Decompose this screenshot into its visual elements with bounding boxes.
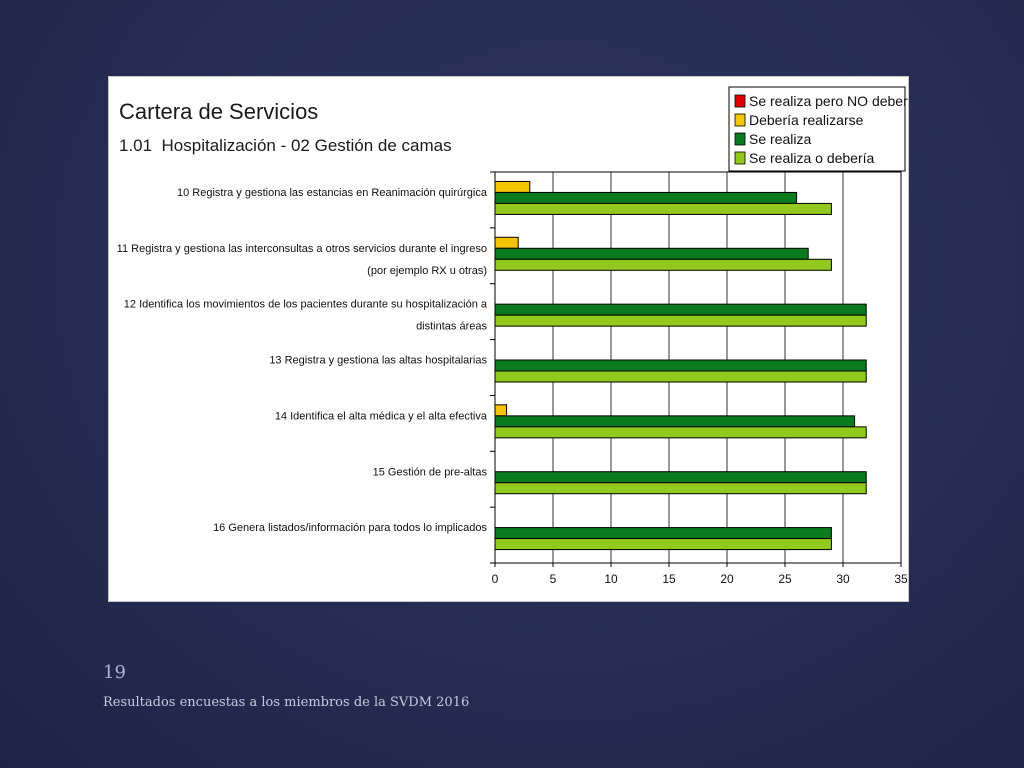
category-label: 10 Registra y gestiona las estancias en …: [177, 187, 488, 199]
bar: [494, 236, 519, 249]
legend-swatch: [734, 113, 746, 127]
bar: [494, 538, 832, 551]
bar: [494, 180, 531, 193]
bar: [494, 370, 867, 383]
legend-label: Debería realizarse: [749, 112, 864, 128]
category-label: 16 Genera listados/información para todo…: [213, 522, 487, 534]
bar: [494, 314, 867, 327]
bar: [494, 471, 867, 484]
bar: [494, 527, 832, 540]
bar: [494, 303, 867, 316]
legend-label: Se realiza o debería: [749, 150, 875, 166]
bar: [494, 202, 832, 215]
legend-label: Se realiza pero NO debería: [749, 93, 909, 109]
category-label: 12 Identifica los movimientos de los pac…: [124, 299, 488, 311]
bar: [494, 404, 508, 417]
chart-header: Cartera de Servicios 1.01 Hospitalizació…: [119, 99, 452, 155]
plot-area: 0 5 10 15 20 25 30 35 10 Registra y gestiona las…: [117, 171, 908, 586]
x-tick-label: 25: [778, 572, 792, 586]
bar-chart: Cartera de Servicios 1.01 Hospitalizació…: [108, 76, 909, 602]
category-label: distintas áreas: [416, 321, 487, 333]
x-tick-label: 5: [550, 572, 557, 586]
legend-swatch: [734, 132, 746, 146]
bar: [494, 247, 809, 260]
bar: [494, 426, 867, 439]
bar: [494, 482, 867, 495]
chart-title: Cartera de Servicios: [119, 99, 318, 124]
bar: [494, 359, 867, 372]
x-tick-label: 15: [662, 572, 676, 586]
x-tick-label: 10: [604, 572, 618, 586]
x-tick-label: 35: [894, 572, 908, 586]
legend-swatch: [734, 151, 746, 165]
legend-label: Se realiza: [749, 131, 811, 147]
category-label: 13 Registra y gestiona las altas hospita…: [269, 355, 487, 367]
chart-panel: Cartera de Servicios 1.01 Hospitalizació…: [108, 76, 909, 602]
chart-subtitle: 1.01 Hospitalización - 02 Gestión de cam…: [119, 136, 452, 155]
legend-swatch: [734, 94, 746, 108]
category-label: 11 Registra y gestiona las interconsulta…: [117, 243, 487, 255]
chart-legend: Se realiza pero NO debería Debería realiz…: [728, 86, 909, 172]
category-label: 14 Identifica el alta médica y el alta e…: [275, 410, 488, 422]
x-tick-label: 20: [720, 572, 734, 586]
category-label: 15 Gestión de pre-altas: [373, 466, 488, 478]
slide-footer: Resultados encuestas a los miembros de l…: [103, 695, 470, 710]
bar: [494, 415, 856, 428]
bar: [494, 258, 832, 271]
x-tick-label: 30: [836, 572, 850, 586]
category-label: (por ejemplo RX u otras): [367, 265, 487, 277]
x-tick-label: 0: [492, 572, 499, 586]
slide-number: 19: [103, 662, 126, 683]
legend-box: [728, 86, 906, 172]
bar: [494, 191, 798, 204]
